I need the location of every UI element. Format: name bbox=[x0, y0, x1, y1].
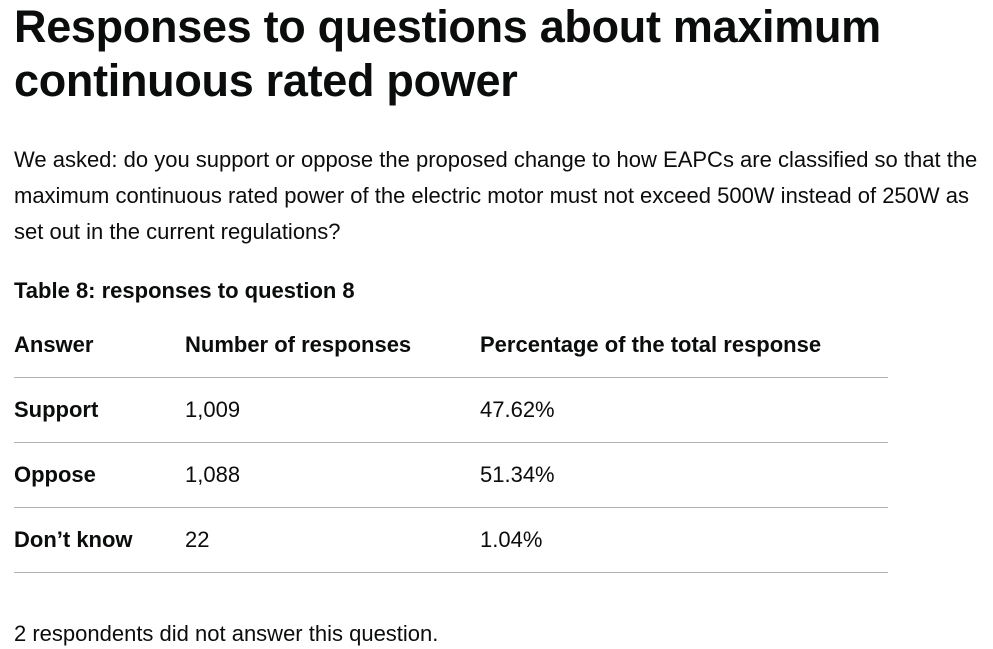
answer-cell: Don’t know bbox=[14, 507, 185, 573]
answer-cell: Oppose bbox=[14, 442, 185, 508]
page-content: Responses to questions about maximum con… bbox=[14, 0, 989, 649]
table-header-row: Answer Number of responses Percentage of… bbox=[14, 312, 888, 378]
column-header-percentage: Percentage of the total response bbox=[480, 312, 888, 378]
answer-cell: Support bbox=[14, 377, 185, 443]
question-text: We asked: do you support or oppose the p… bbox=[14, 147, 978, 244]
count-cell: 22 bbox=[185, 507, 480, 573]
table-row: Support 1,009 47.62% bbox=[14, 377, 888, 443]
table-row: Don’t know 22 1.04% bbox=[14, 507, 888, 573]
count-cell: 1,009 bbox=[185, 377, 480, 443]
responses-table: Answer Number of responses Percentage of… bbox=[14, 312, 888, 573]
table-row: Oppose 1,088 51.34% bbox=[14, 442, 888, 508]
page-title: Responses to questions about maximum con… bbox=[14, 1, 881, 106]
column-header-number: Number of responses bbox=[185, 312, 480, 378]
column-header-answer: Answer bbox=[14, 312, 185, 378]
count-cell: 1,088 bbox=[185, 442, 480, 508]
table-caption: Table 8: responses to question 8 bbox=[14, 278, 355, 303]
percent-cell: 1.04% bbox=[480, 507, 888, 573]
percent-cell: 47.62% bbox=[480, 377, 888, 443]
percent-cell: 51.34% bbox=[480, 442, 888, 508]
footnote: 2 respondents did not answer this questi… bbox=[14, 621, 439, 646]
